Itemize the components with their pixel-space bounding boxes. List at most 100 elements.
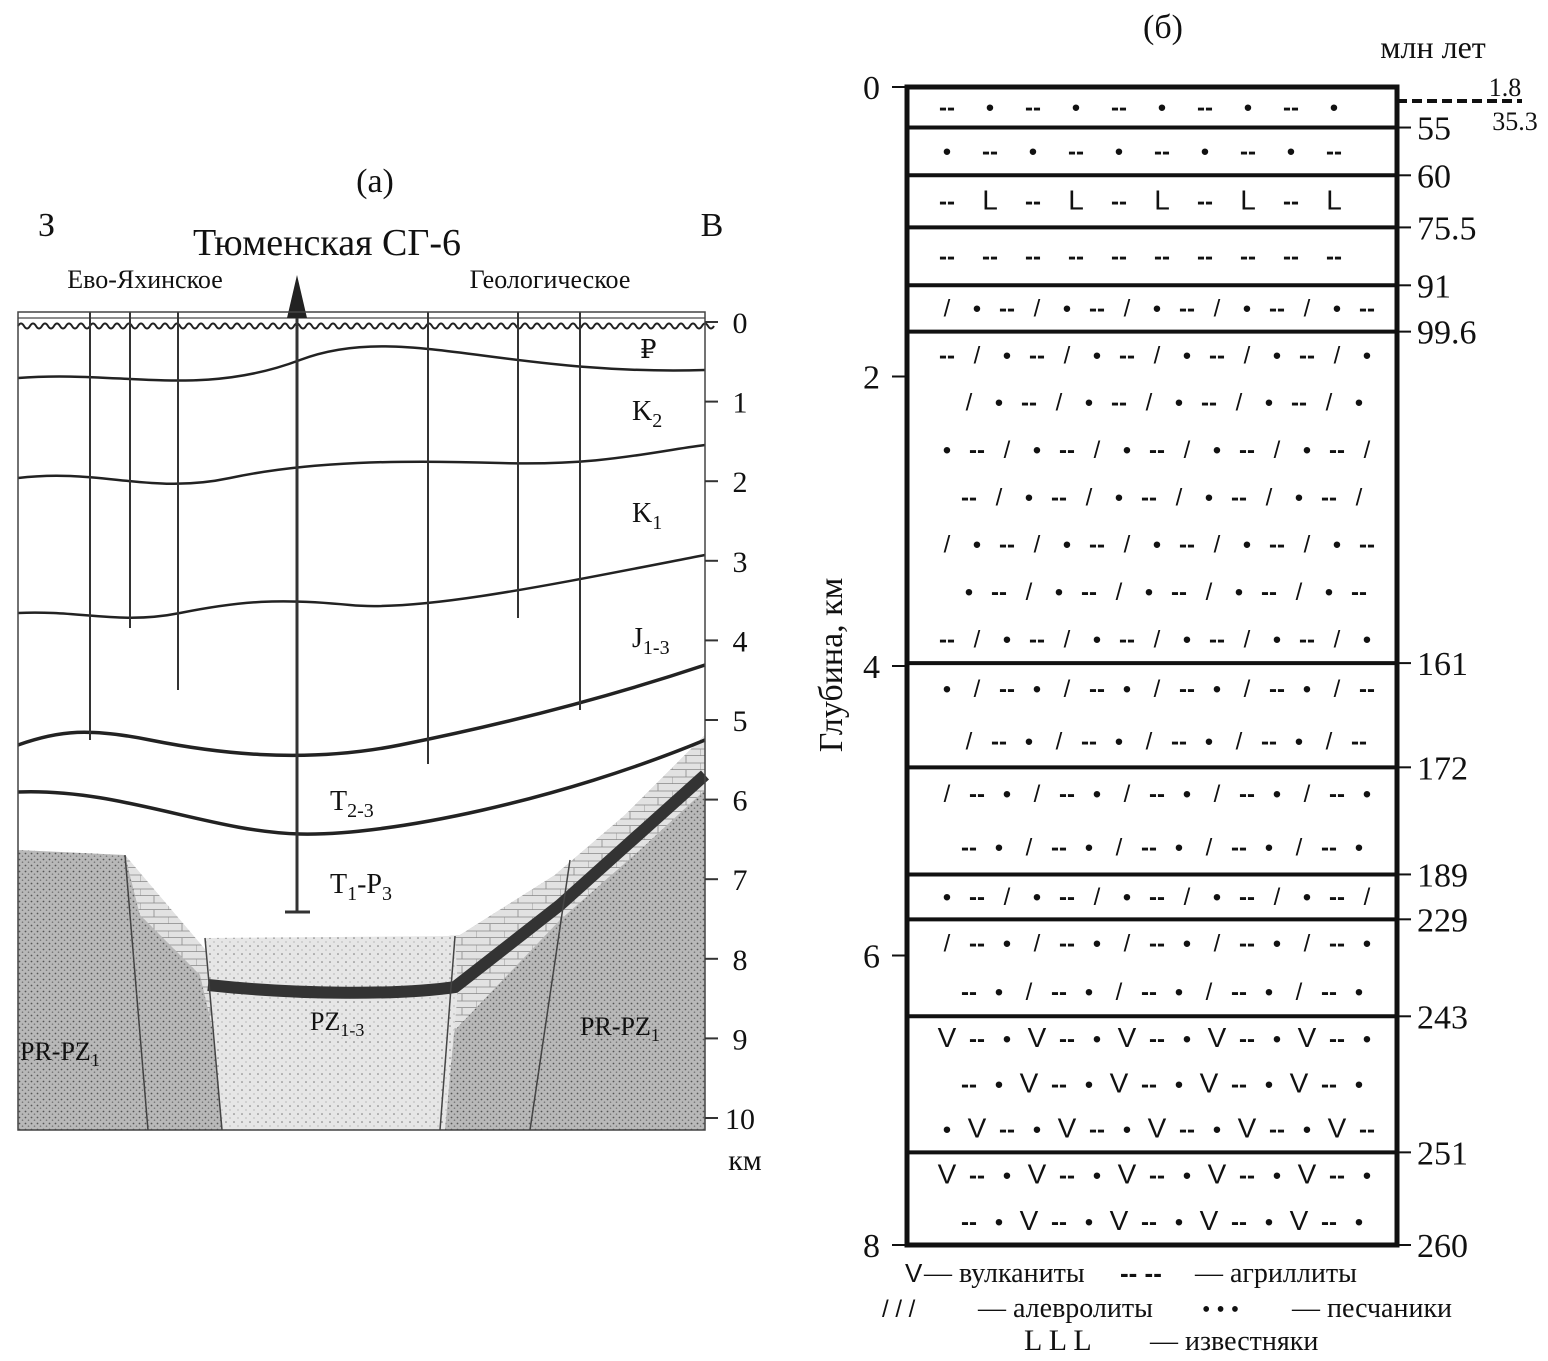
volcanic-symbol: V [1298, 1159, 1317, 1190]
sandstone-symbol: • [1363, 931, 1371, 958]
y-axis-label: Глубина, км [813, 578, 850, 752]
volcanic-symbol: V [1028, 1159, 1047, 1190]
surface-wavy [17, 322, 715, 330]
siltstone-symbol: / [1034, 931, 1041, 958]
sandstone-symbol: • [1063, 532, 1071, 559]
sandstone-symbol: • [1303, 1117, 1311, 1144]
sandstone-symbol: • [1003, 342, 1011, 369]
age-label: 243 [1417, 999, 1468, 1036]
siltstone-symbol: / [1274, 437, 1281, 464]
argillite-symbol: -- [1321, 1071, 1337, 1098]
argillite-symbol: -- [1068, 138, 1084, 165]
argillite-symbol: -- [939, 188, 955, 215]
limestone-symbol: L [1326, 184, 1342, 215]
argillite-symbol: -- [1239, 437, 1255, 464]
argillite-symbol: -- [1197, 94, 1213, 121]
sandstone-symbol: • [1115, 484, 1123, 511]
depth-unit-a: км [728, 1144, 762, 1177]
argillite-symbol: -- [991, 728, 1007, 755]
argillite-symbol: -- [1329, 781, 1345, 808]
argillite-symbol: -- -- [1120, 1258, 1162, 1288]
layer: 243/-- • / -- • / -- • / -- • / -- •-- • / -- • / -- • / -- • / -… [907, 931, 1468, 1036]
siltstone-symbol: / [1034, 295, 1041, 322]
sandstone-symbol: • [1213, 1117, 1221, 1144]
argillite-symbol: -- [1149, 884, 1165, 911]
sandstone-symbol: • [1273, 1163, 1281, 1190]
argillite-symbol: -- [1141, 979, 1157, 1006]
argillite-symbol: -- [1089, 532, 1105, 559]
layers: 55 -- • -- • -- • -- • -- • 60 • -- • -- • -- • -- • -- 75.5 --… [907, 94, 1477, 1265]
argillite-symbol: -- [1239, 781, 1255, 808]
siltstone-symbol: / [1296, 979, 1303, 1006]
depth-tick-label: 6 [733, 785, 748, 818]
sandstone-symbol: • [1273, 1026, 1281, 1053]
argillite-symbol: -- [1059, 884, 1075, 911]
siltstone-symbol: / [1034, 532, 1041, 559]
sandstone-symbol: • [1325, 579, 1333, 606]
well-arrow-icon [287, 275, 307, 318]
argillite-symbol: -- [1197, 188, 1213, 215]
siltstone-symbol: / [944, 931, 951, 958]
sandstone-symbol: • [1093, 626, 1101, 653]
siltstone-symbol: / [974, 626, 981, 653]
sandstone-symbol: • [1093, 931, 1101, 958]
sandstone-symbol: • [1355, 1071, 1363, 1098]
sandstone-symbol: • [1244, 94, 1252, 121]
sandstone-symbol: • [1355, 1209, 1363, 1236]
argillite-symbol: -- [1111, 390, 1127, 417]
argillite-symbol: -- [1025, 94, 1041, 121]
layer: 99.6 / • -- / • -- / • -- / • -- / • -- [907, 295, 1477, 352]
sandstone-symbol: • [1175, 979, 1183, 1006]
sandstone-symbol: • [1033, 437, 1041, 464]
argillite-symbol: -- [1359, 532, 1375, 559]
volcanic-symbol: V [1118, 1159, 1137, 1190]
label-basement-right: PR-PZ1 [580, 1012, 660, 1045]
argillite-symbol: -- [961, 979, 977, 1006]
volcanic-symbol: V [1028, 1022, 1047, 1053]
argillite-symbol: -- [1068, 243, 1084, 270]
siltstone-symbol: / [974, 342, 981, 369]
siltstone-symbol: / [1184, 437, 1191, 464]
sandstone-symbol: • [1303, 676, 1311, 703]
siltstone-symbol: / [1206, 979, 1213, 1006]
sandstone-symbol: • [1175, 390, 1183, 417]
sandstone-symbol: • [1363, 781, 1371, 808]
sandstone-symbol: • [1033, 1117, 1041, 1144]
siltstone-symbol: / [1146, 390, 1153, 417]
argillite-symbol: -- [969, 931, 985, 958]
siltstone-symbol: / [1236, 728, 1243, 755]
sandstone-symbol: • [1175, 1071, 1183, 1098]
volcanic-symbol: V [938, 1022, 957, 1053]
sandstone-symbol: • [1303, 437, 1311, 464]
siltstone-symbol: / [1304, 781, 1311, 808]
sandstone-symbol: • [1265, 390, 1273, 417]
argillite-symbol: -- [1051, 1209, 1067, 1236]
argillite-symbol: -- [1283, 188, 1299, 215]
argillite-symbol: -- [1179, 676, 1195, 703]
argillite-symbol: -- [1240, 243, 1256, 270]
volcanic-symbol: V [1110, 1205, 1129, 1236]
depth-tick-label: 0 [733, 307, 748, 340]
siltstone-symbol: / [974, 676, 981, 703]
sandstone-symbol: • [986, 94, 994, 121]
sandstone-symbol: • [1003, 1026, 1011, 1053]
sandstone-symbol: • [1243, 295, 1251, 322]
siltstone-symbol: / [1154, 676, 1161, 703]
depth-tick-label: 10 [725, 1103, 755, 1136]
volcanic-symbol: V [1148, 1113, 1167, 1144]
sandstone-symbol: • [1295, 484, 1303, 511]
legend: V — вулканиты -- -- — агриллиты / / / — … [882, 1258, 1452, 1357]
siltstone-symbol: / [1326, 728, 1333, 755]
argillite-symbol: -- [1149, 1026, 1165, 1053]
argillite-symbol: -- [1029, 626, 1045, 653]
volcanic-symbol: V [905, 1258, 923, 1288]
sandstone-symbol: • [1330, 94, 1338, 121]
argillite-symbol: -- [939, 243, 955, 270]
siltstone-symbol: / [1214, 532, 1221, 559]
age-label: 91 [1417, 268, 1451, 305]
sandstone-symbol: • [1029, 138, 1037, 165]
sandstone-symbol: • [1085, 1209, 1093, 1236]
depth-tick-label: 2 [733, 466, 748, 499]
volcanic-symbol: V [1208, 1159, 1227, 1190]
